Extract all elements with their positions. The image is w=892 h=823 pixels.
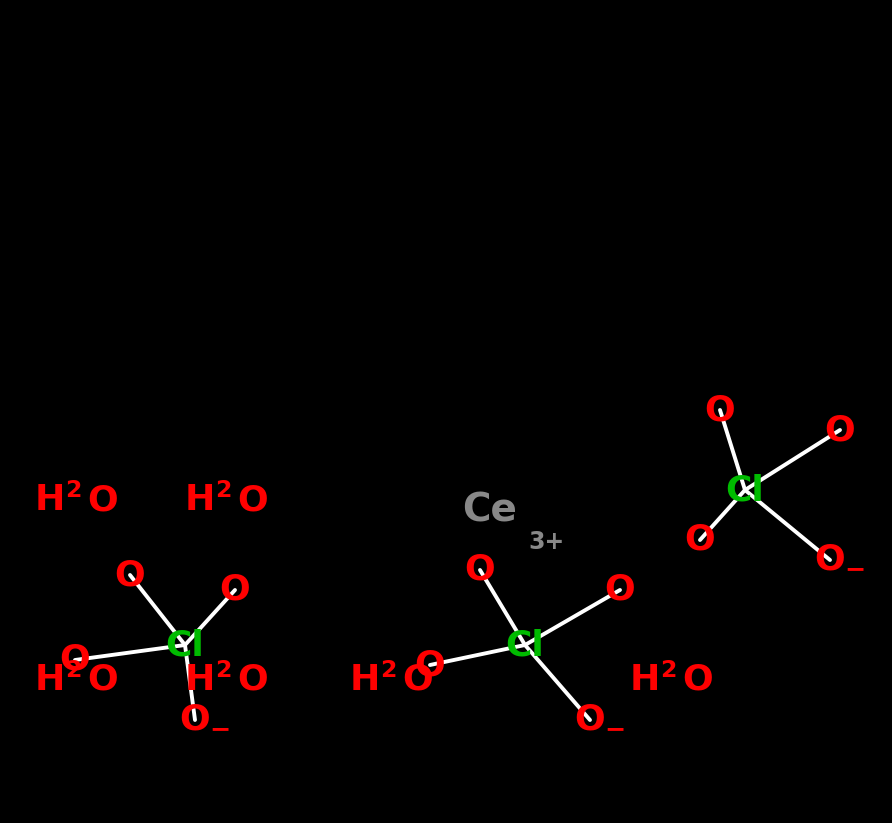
Text: H: H (350, 663, 380, 697)
Text: 2: 2 (660, 659, 676, 682)
Text: Cl: Cl (506, 628, 544, 662)
Text: 2: 2 (215, 659, 231, 682)
Text: O: O (402, 663, 433, 697)
Text: 2: 2 (65, 480, 81, 502)
Text: 2: 2 (215, 480, 231, 502)
Text: O: O (605, 573, 635, 607)
Text: 3+: 3+ (528, 530, 565, 554)
Text: O: O (682, 663, 713, 697)
Text: O: O (814, 543, 846, 577)
Text: O: O (685, 523, 715, 557)
Text: H: H (35, 663, 65, 697)
Text: O: O (237, 483, 268, 517)
Text: O: O (574, 703, 606, 737)
Text: Ce: Ce (463, 491, 517, 529)
Text: 2: 2 (65, 659, 81, 682)
Text: −: − (604, 717, 625, 741)
Text: O: O (415, 648, 445, 682)
Text: 2: 2 (380, 659, 396, 682)
Text: O: O (87, 483, 118, 517)
Text: H: H (185, 483, 215, 517)
Text: O: O (465, 553, 495, 587)
Text: H: H (35, 483, 65, 517)
Text: O: O (87, 663, 118, 697)
Text: −: − (845, 557, 865, 581)
Text: O: O (237, 663, 268, 697)
Text: H: H (185, 663, 215, 697)
Text: O: O (219, 573, 251, 607)
Text: O: O (824, 413, 855, 447)
Text: O: O (179, 703, 211, 737)
Text: Cl: Cl (166, 628, 204, 662)
Text: O: O (705, 393, 735, 427)
Text: O: O (115, 558, 145, 592)
Text: Cl: Cl (725, 473, 764, 507)
Text: O: O (60, 643, 90, 677)
Text: H: H (630, 663, 660, 697)
Text: −: − (210, 717, 230, 741)
